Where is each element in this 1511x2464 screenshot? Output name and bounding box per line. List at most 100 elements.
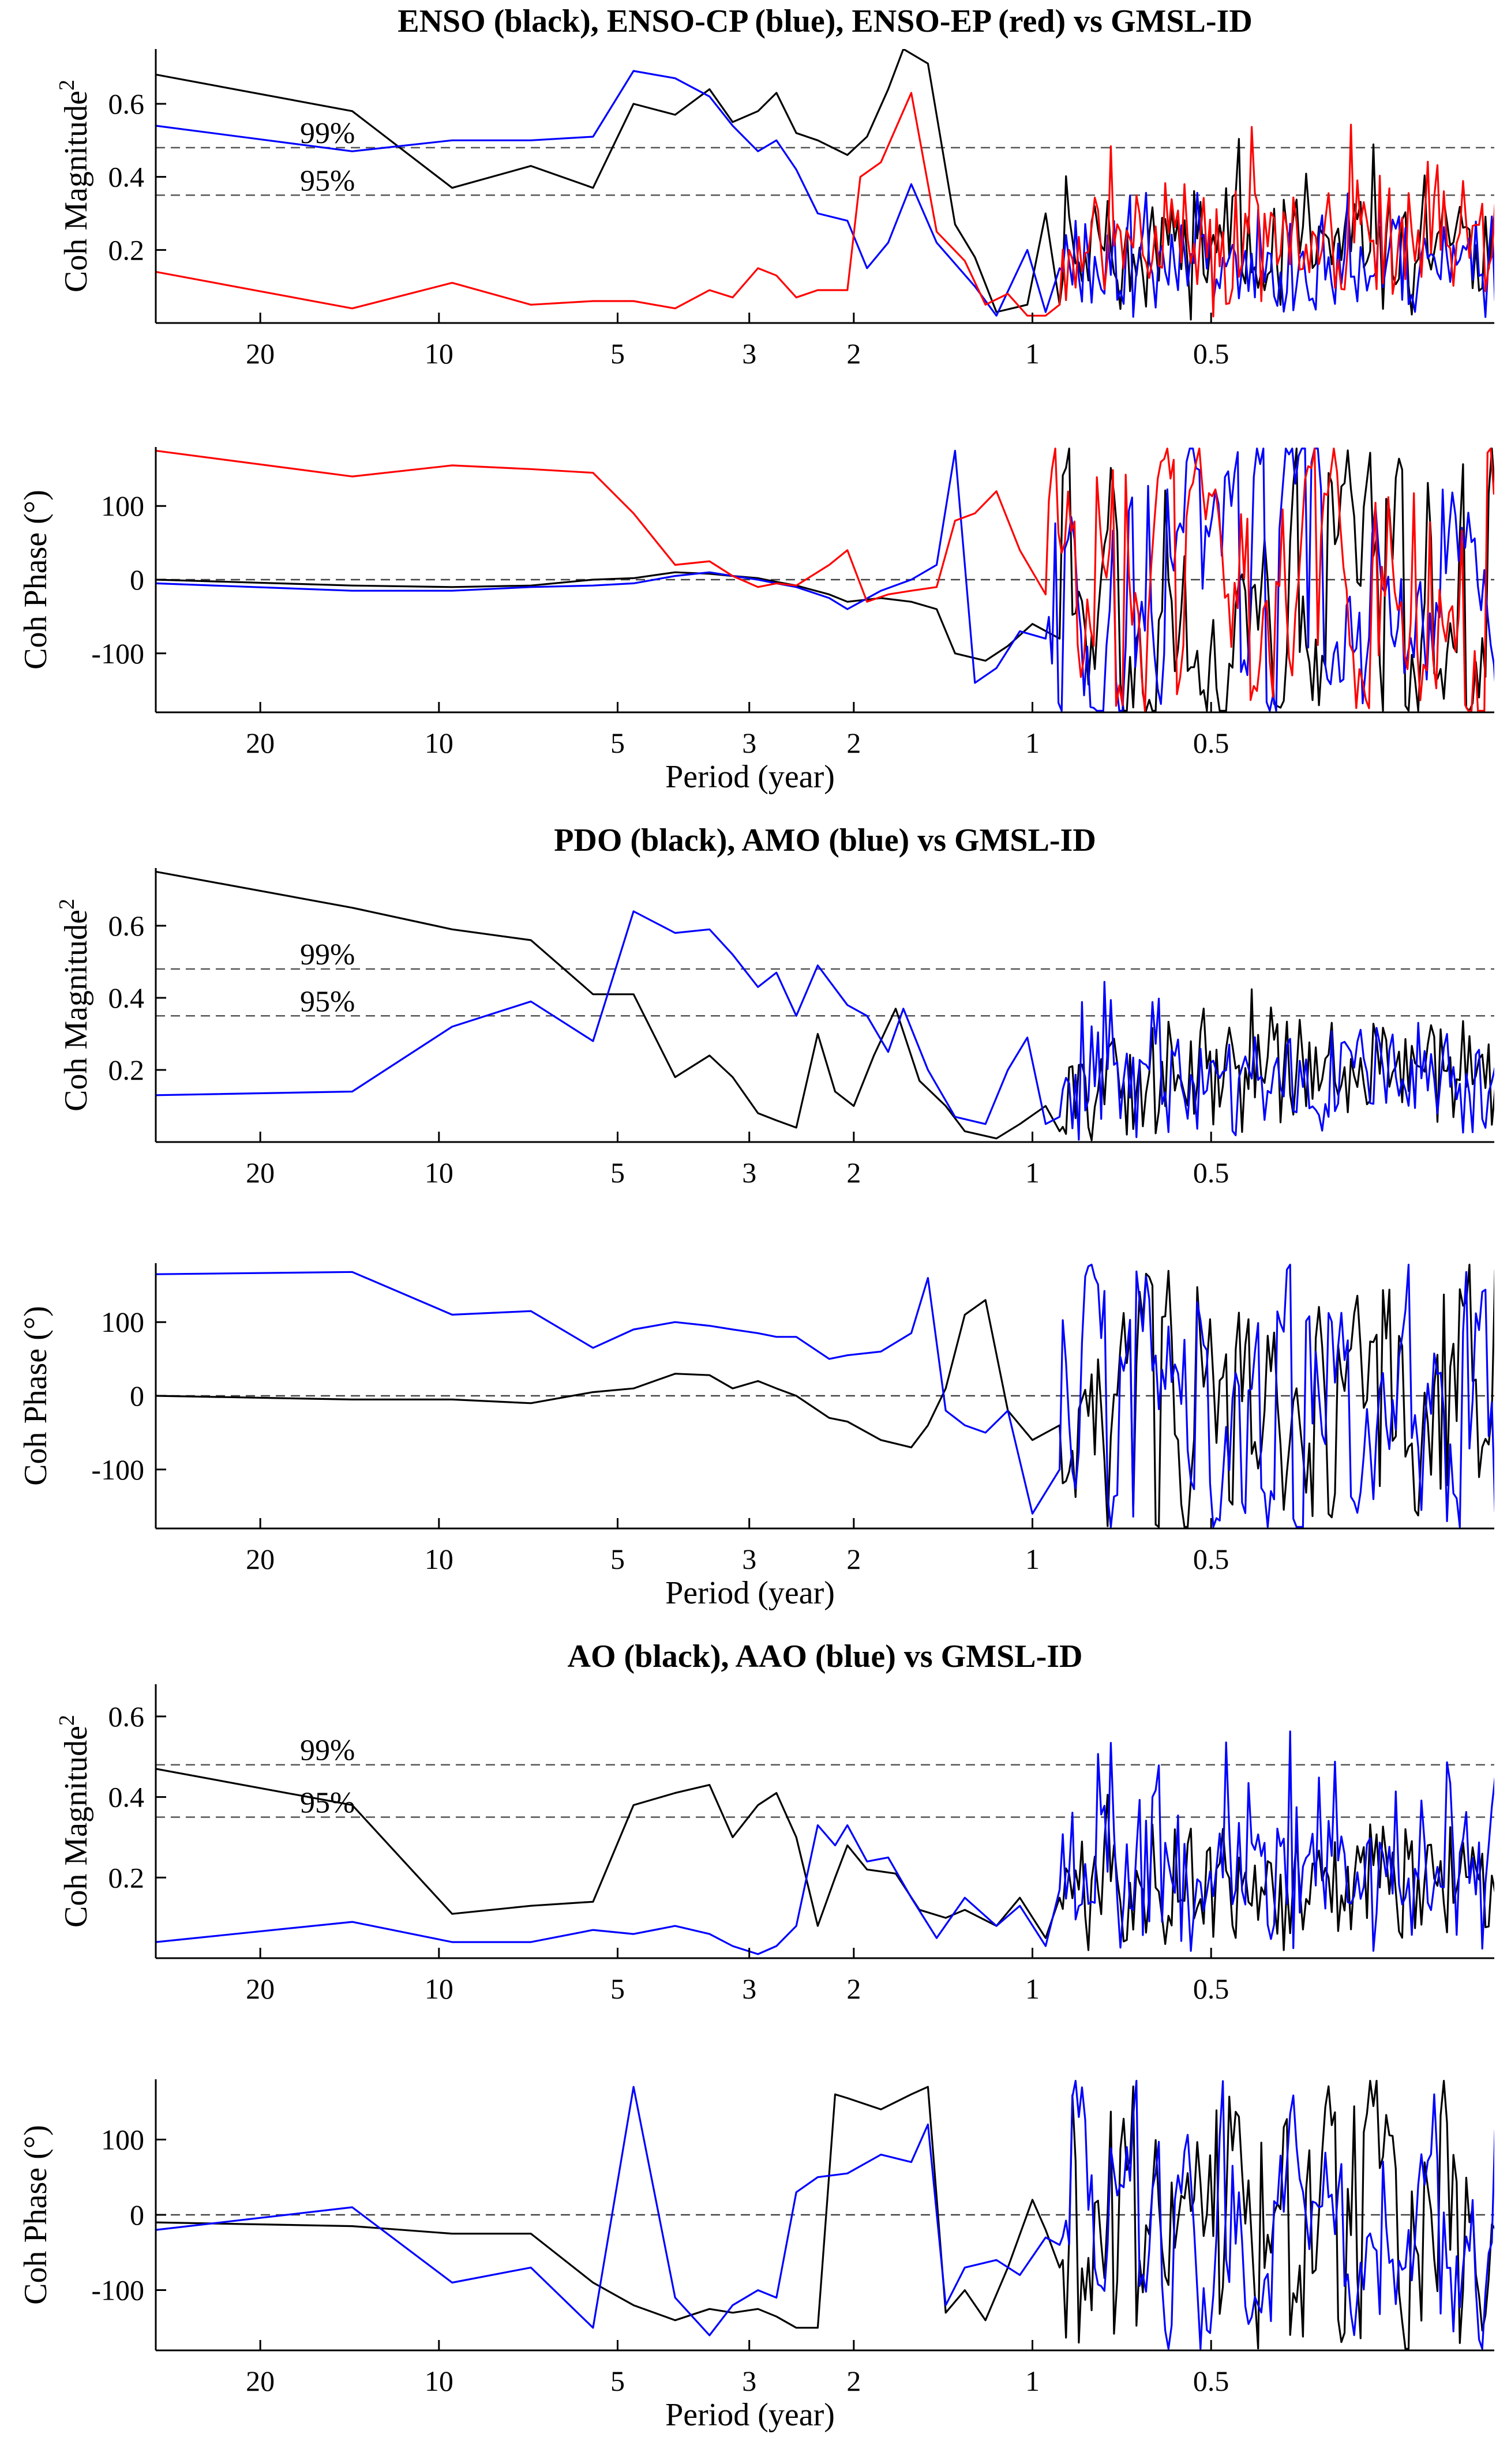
y-tick-label: 100 [101, 490, 144, 522]
chart-panel-6: -100 0 100 20 10 5 3 2 1 0.5 Coh Phase (°) Period (… [18, 2079, 1494, 2433]
y-tick-label: 100 [101, 1306, 144, 1338]
threshold-label: 99% [300, 938, 355, 971]
x-tick-label: 5 [610, 1973, 625, 2005]
y-axis-label: Coh Magnitude2 [55, 1715, 94, 1928]
y-tick-label: 0 [130, 1380, 144, 1412]
y-tick-label: 100 [101, 2123, 144, 2155]
threshold-label: 99% [300, 117, 355, 150]
x-tick-label: 3 [742, 1973, 756, 2005]
x-tick-label: 1 [1025, 2365, 1040, 2397]
y-tick-label: 0 [130, 2199, 144, 2231]
threshold-label: 95% [300, 1787, 355, 1820]
x-tick-label: 10 [425, 1543, 453, 1575]
series-group [156, 1730, 1494, 1955]
x-tick-label: 3 [742, 1543, 756, 1575]
series-line-pdo [156, 1264, 1494, 1528]
x-tick-label: 0.5 [1193, 1543, 1229, 1575]
x-tick-label: 2 [846, 2365, 861, 2397]
series-group [156, 49, 1494, 321]
x-tick-label: 10 [425, 337, 453, 370]
y-axis-label: Coh Phase (°) [18, 490, 54, 670]
chart-title: AO (black), AAO (blue) vs GMSL-ID [568, 1639, 1083, 1674]
y-tick-label: 0.2 [108, 1861, 145, 1894]
series-line-pdo [156, 870, 1494, 1141]
x-tick-label: 3 [742, 337, 756, 370]
threshold-label: 95% [300, 985, 355, 1018]
x-tick-label: 2 [846, 1156, 861, 1189]
x-tick-label: 0.5 [1193, 2365, 1229, 2397]
x-tick-label: 5 [610, 1156, 625, 1189]
series-group [156, 2080, 1494, 2350]
x-tick-label: 1 [1025, 1973, 1040, 2005]
x-tick-label: 10 [425, 727, 453, 759]
x-tick-label: 1 [1025, 1543, 1040, 1575]
x-tick-label: 5 [610, 337, 625, 370]
x-tick-label: 20 [246, 2365, 275, 2397]
x-tick-label: 1 [1025, 727, 1040, 759]
y-axis-label: Coh Magnitude2 [55, 80, 94, 292]
x-tick-label: 20 [246, 337, 275, 370]
y-tick-label: 0.6 [108, 88, 145, 120]
x-tick-label: 0.5 [1193, 337, 1229, 370]
x-tick-label: 3 [742, 1156, 756, 1189]
y-axis-label: Coh Magnitude2 [55, 899, 94, 1111]
series-group [156, 870, 1494, 1141]
x-tick-label: 10 [425, 1156, 453, 1189]
x-tick-label: 2 [846, 1543, 861, 1575]
x-axis-label: Period (year) [665, 759, 835, 795]
y-tick-label: -100 [91, 637, 144, 670]
series-line-amo [156, 1264, 1494, 1528]
chart-title: ENSO (black), ENSO-CP (blue), ENSO-EP (r… [398, 3, 1253, 39]
y-tick-label: 0.4 [108, 1781, 145, 1813]
x-tick-label: 1 [1025, 1156, 1040, 1189]
x-tick-label: 20 [246, 727, 275, 759]
chart-panel-4: -100 0 100 20 10 5 3 2 1 0.5 Coh Phase (°) Period (… [18, 1263, 1494, 1611]
x-tick-label: 2 [846, 727, 861, 759]
y-tick-label: 0.6 [108, 910, 145, 942]
y-tick-label: 0.2 [108, 1054, 145, 1086]
threshold-label: 99% [300, 1734, 355, 1767]
y-tick-label: -100 [91, 2274, 144, 2307]
chart-panel-1: ENSO (black), ENSO-CP (blue), ENSO-EP (r… [55, 3, 1494, 370]
x-tick-label: 2 [846, 1973, 861, 2005]
series-line-enso-cp [156, 448, 1494, 712]
x-tick-label: 3 [742, 727, 756, 759]
x-tick-label: 0.5 [1193, 1156, 1229, 1189]
chart-panel-5: AO (black), AAO (blue) vs GMSL-ID 99% 95% 0… [55, 1639, 1494, 2005]
series-line-aao [156, 1730, 1494, 1955]
x-tick-label: 5 [610, 727, 625, 759]
series-line-enso [156, 49, 1494, 321]
y-tick-label: 0.6 [108, 1700, 145, 1733]
x-tick-label: 20 [246, 1543, 275, 1575]
chart-title: PDO (black), AMO (blue) vs GMSL-ID [554, 822, 1096, 858]
chart-panel-3: PDO (black), AMO (blue) vs GMSL-ID 99% 95%… [55, 822, 1494, 1189]
x-tick-label: 10 [425, 2365, 453, 2397]
x-axis-label: Period (year) [665, 1575, 835, 1611]
y-tick-label: 0.2 [108, 234, 145, 266]
x-tick-label: 1 [1025, 337, 1040, 370]
x-tick-label: 0.5 [1193, 727, 1229, 759]
chart-panel-2: -100 0 100 20 10 5 3 2 1 0.5 Coh Phase (°) Period (… [18, 447, 1494, 795]
series-line-ao [156, 2080, 1494, 2350]
y-axis-label: Coh Phase (°) [18, 2125, 54, 2305]
x-tick-label: 3 [742, 2365, 756, 2397]
x-tick-label: 20 [246, 1973, 275, 2005]
y-tick-label: 0.4 [108, 161, 145, 193]
x-tick-label: 20 [246, 1156, 275, 1189]
y-axis-label: Coh Phase (°) [18, 1306, 54, 1486]
y-tick-label: 0.4 [108, 982, 145, 1014]
x-tick-label: 10 [425, 1973, 453, 2005]
x-tick-label: 0.5 [1193, 1973, 1229, 2005]
series-line-enso-cp [156, 70, 1494, 318]
threshold-label: 95% [300, 164, 355, 197]
series-group [156, 448, 1494, 712]
y-tick-label: 0 [130, 564, 144, 596]
series-line-enso-ep [156, 92, 1494, 318]
series-line-amo [156, 910, 1494, 1141]
series-line-aao [156, 2080, 1494, 2350]
series-group [156, 1264, 1494, 1528]
x-axis-label: Period (year) [665, 2397, 835, 2433]
x-tick-label: 5 [610, 1543, 625, 1575]
y-tick-label: -100 [91, 1453, 144, 1486]
